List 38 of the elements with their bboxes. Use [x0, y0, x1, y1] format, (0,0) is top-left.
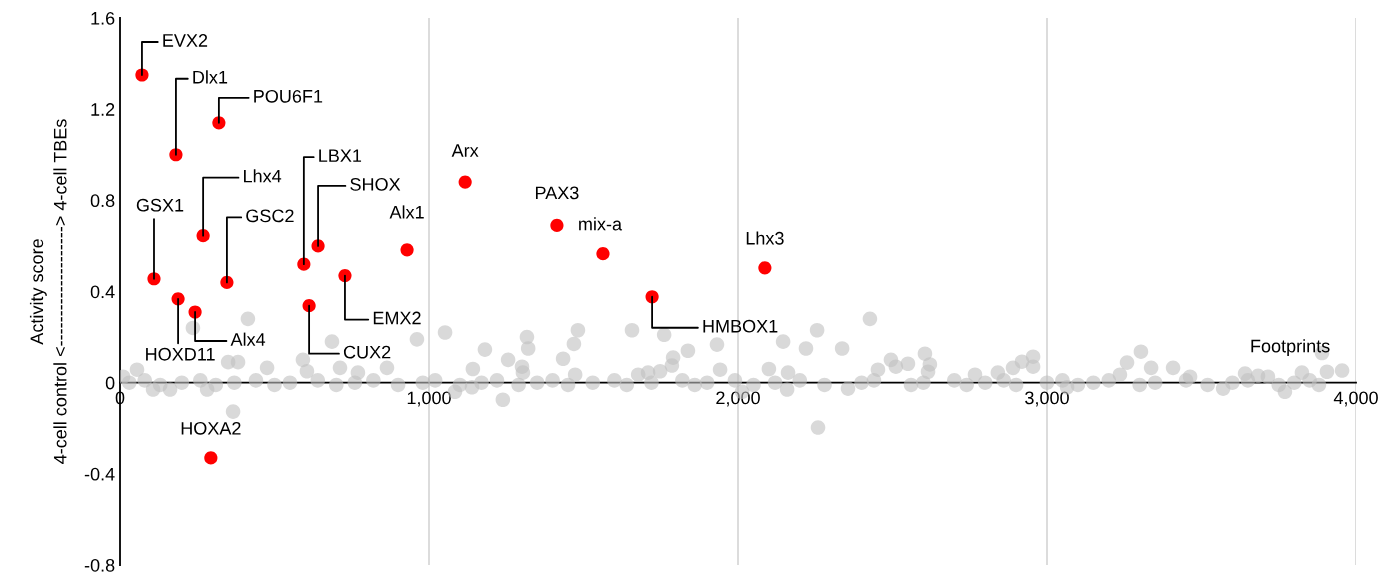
x-tick-label: 3,000: [1025, 391, 1069, 407]
annotation: Lhx3: [746, 231, 784, 245]
annotation: CUX2: [343, 345, 391, 359]
series-label: Footprints: [1251, 339, 1330, 356]
annotation: EVX2: [163, 34, 208, 47]
point: [596, 247, 610, 261]
annotation: GSX1: [136, 198, 184, 212]
annotation: PAX3: [535, 186, 579, 200]
annotation: HOXD11: [146, 347, 215, 361]
annotation: HMBOX1: [703, 319, 778, 333]
x-tick-label: 2,000: [716, 391, 760, 407]
y-tick-label: 1.2: [91, 103, 115, 116]
y-tick-label: -0.8: [84, 558, 115, 572]
point: [400, 243, 414, 257]
annotation: HOXA2: [181, 421, 241, 435]
point: [458, 175, 472, 189]
annotation: Dlx1: [193, 70, 228, 84]
x-tick-label: 4,000: [1333, 391, 1378, 407]
annotation: Arx: [451, 144, 479, 157]
annotation: EMX2: [373, 311, 421, 325]
y-tick-label: 1.6: [91, 11, 115, 25]
point: [204, 451, 218, 465]
annotation: Alx1: [389, 205, 424, 219]
annotation: GSC2: [246, 209, 294, 223]
y-tick-label: 0: [105, 376, 115, 390]
point: [758, 261, 772, 275]
y-tick-label: 0.4: [90, 285, 115, 299]
y-tick-label: 0.8: [90, 194, 115, 208]
y-axis-title: Activity score 4-cell control <--------------------> 4-cell TBEs: [29, 119, 67, 464]
x-tick-label: 1,000: [407, 391, 451, 407]
annotation: POU6F1: [254, 89, 323, 103]
y-tick-label: -0.4: [84, 467, 115, 481]
annotation: LBX1: [319, 149, 362, 162]
point: [550, 218, 564, 232]
annotation: SHOX: [350, 177, 401, 191]
annotation: Alx4: [230, 332, 266, 346]
annotation: mix-a: [579, 217, 623, 231]
annotation: Lhx4: [244, 169, 282, 183]
